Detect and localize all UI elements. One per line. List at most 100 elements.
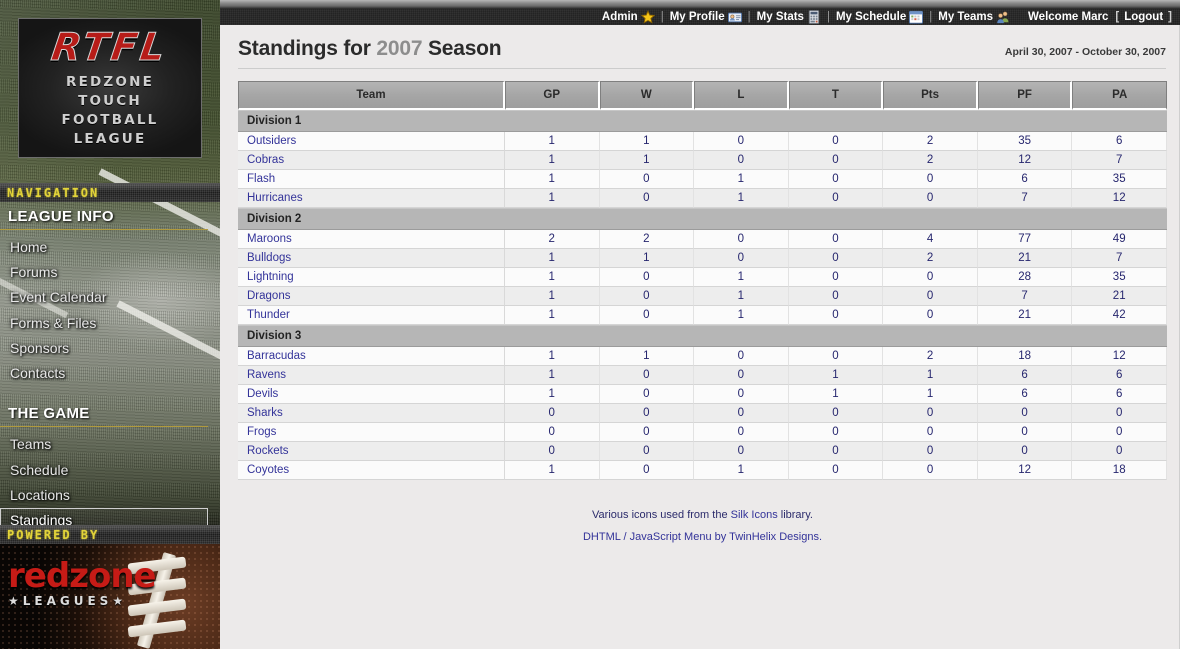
- team-link[interactable]: Coyotes: [247, 464, 290, 476]
- team-cell: Lightning: [238, 268, 505, 287]
- topnav-link-my-schedule[interactable]: My Schedule: [835, 11, 907, 23]
- team-link[interactable]: Cobras: [247, 154, 285, 166]
- topnav-link-my-teams[interactable]: My Teams: [938, 11, 994, 23]
- sidebar-item-forums[interactable]: Forums: [10, 264, 58, 281]
- cell-pts: 2: [883, 132, 978, 151]
- cell-pts: 1: [883, 366, 978, 385]
- topnav-item-my-profile[interactable]: My Profile: [670, 10, 742, 24]
- team-cell: Devils: [238, 385, 505, 404]
- team-link[interactable]: Dragons: [247, 290, 291, 302]
- team-link[interactable]: Flash: [247, 173, 276, 185]
- column-header-team[interactable]: Team: [238, 81, 505, 110]
- team-link[interactable]: Hurricanes: [247, 192, 303, 204]
- sidebar-item-event-calendar[interactable]: Event Calendar: [10, 289, 107, 306]
- nav-section-title-league-info: LEAGUE INFO: [0, 203, 208, 230]
- topnav-item-my-teams[interactable]: My Teams: [938, 10, 1010, 24]
- cell-w: 0: [599, 170, 695, 189]
- table-row: Dragons 1 0 1 0 0 7 21: [238, 287, 1167, 306]
- column-header-t[interactable]: T: [788, 81, 884, 110]
- cell-pts: 0: [883, 170, 978, 189]
- team-link[interactable]: Bulldogs: [247, 252, 292, 264]
- league-logo[interactable]: RTFL REDZONE TOUCH FOOTBALL LEAGUE: [18, 18, 202, 158]
- cell-w: 0: [599, 461, 695, 480]
- cell-w: 1: [599, 132, 695, 151]
- team-cell: Barracudas: [238, 347, 505, 366]
- sidebar-item-locations[interactable]: Locations: [10, 486, 70, 503]
- column-header-pa[interactable]: PA: [1072, 81, 1167, 110]
- topnav-link-admin[interactable]: Admin: [601, 11, 638, 23]
- topnav-item-my-stats[interactable]: My Stats: [757, 10, 821, 24]
- team-link[interactable]: Frogs: [247, 426, 277, 438]
- column-header-gp[interactable]: GP: [504, 81, 600, 110]
- cell-gp: 1: [504, 189, 600, 208]
- cell-t: 0: [788, 151, 884, 170]
- nav-section-title-the-game: THE GAME: [0, 400, 208, 428]
- sidebar-item-schedule[interactable]: Schedule: [10, 461, 69, 478]
- cell-w: 1: [599, 347, 695, 366]
- topnav-item-admin[interactable]: Admin: [602, 10, 655, 24]
- page-title: Standings for 2007 Season: [238, 37, 502, 61]
- sidebar-item-sponsors[interactable]: Sponsors: [10, 339, 70, 356]
- cell-pts: 0: [883, 306, 978, 325]
- cell-pa: 12: [1072, 347, 1167, 366]
- cell-pts: 0: [883, 423, 978, 442]
- cell-w: 0: [599, 306, 695, 325]
- topnav-link-my-stats[interactable]: My Stats: [756, 11, 804, 23]
- team-link[interactable]: Ravens: [247, 369, 286, 381]
- column-header-w[interactable]: W: [599, 81, 695, 110]
- standings-header-row: Team GP W L T Pts PF PA: [238, 81, 1167, 110]
- silk-icons-link[interactable]: Silk Icons: [730, 509, 778, 521]
- cell-pts: 0: [883, 442, 978, 461]
- sidebar-item-contacts[interactable]: Contacts: [10, 365, 66, 382]
- topnav-separator: |: [747, 11, 751, 23]
- powered-by-logo[interactable]: redzone ★LEAGUES★: [0, 544, 220, 649]
- column-header-l[interactable]: L: [694, 81, 789, 110]
- column-header-pf[interactable]: PF: [977, 81, 1073, 110]
- cell-gp: 1: [504, 366, 600, 385]
- team-cell: Hurricanes: [238, 189, 505, 208]
- cell-pa: 6: [1072, 385, 1167, 404]
- team-link[interactable]: Outsiders: [247, 135, 297, 147]
- cell-pf: 77: [977, 230, 1073, 249]
- cell-l: 1: [694, 268, 789, 287]
- topnav-link-my-profile[interactable]: My Profile: [669, 11, 725, 23]
- team-cell: Cobras: [238, 151, 505, 170]
- sidebar-item-forms-files[interactable]: Forms & Files: [10, 314, 97, 331]
- team-cell: Frogs: [238, 423, 505, 442]
- cell-t: 0: [788, 461, 884, 480]
- cell-gp: 1: [504, 151, 600, 170]
- logout-link[interactable]: Logout: [1124, 11, 1164, 23]
- cell-t: 0: [788, 249, 884, 268]
- team-cell: Rockets: [238, 442, 505, 461]
- cell-gp: 2: [504, 230, 600, 249]
- cell-gp: 1: [504, 249, 600, 268]
- topnav-item-my-schedule[interactable]: My Schedule: [835, 10, 924, 24]
- division-label: Division 2: [238, 208, 1167, 230]
- team-link[interactable]: Lightning: [247, 271, 294, 283]
- sidebar-item-teams[interactable]: Teams: [10, 436, 52, 453]
- table-row: Maroons 2 2 0 0 4 77 49: [238, 230, 1167, 249]
- team-link[interactable]: Barracudas: [247, 350, 306, 362]
- page-title-suffix: Season: [427, 37, 502, 60]
- cell-l: 1: [694, 306, 789, 325]
- twinhelix-link[interactable]: DHTML / JavaScript Menu by TwinHelix Des…: [582, 531, 823, 543]
- sidebar-item-home[interactable]: Home: [10, 239, 48, 255]
- cell-l: 0: [694, 347, 789, 366]
- team-link[interactable]: Maroons: [247, 233, 292, 245]
- cell-pf: 6: [977, 170, 1073, 189]
- cell-t: 0: [788, 347, 884, 366]
- table-row: Barracudas 1 1 0 0 2 18 12: [238, 347, 1167, 366]
- team-link[interactable]: Devils: [247, 388, 279, 400]
- table-row: Cobras 1 1 0 0 2 12 7: [238, 151, 1167, 170]
- cell-t: 0: [788, 423, 884, 442]
- column-header-pts[interactable]: Pts: [883, 81, 978, 110]
- cell-pf: 21: [977, 249, 1073, 268]
- logo-line-4: LEAGUE: [73, 131, 147, 148]
- team-link[interactable]: Rockets: [247, 445, 289, 457]
- cell-pa: 7: [1072, 151, 1167, 170]
- group-icon: [996, 10, 1010, 24]
- team-link[interactable]: Thunder: [247, 309, 290, 321]
- standings-table: Team GP W L T Pts PF PA Division 1 Outsid…: [238, 81, 1167, 480]
- team-link[interactable]: Sharks: [247, 407, 283, 419]
